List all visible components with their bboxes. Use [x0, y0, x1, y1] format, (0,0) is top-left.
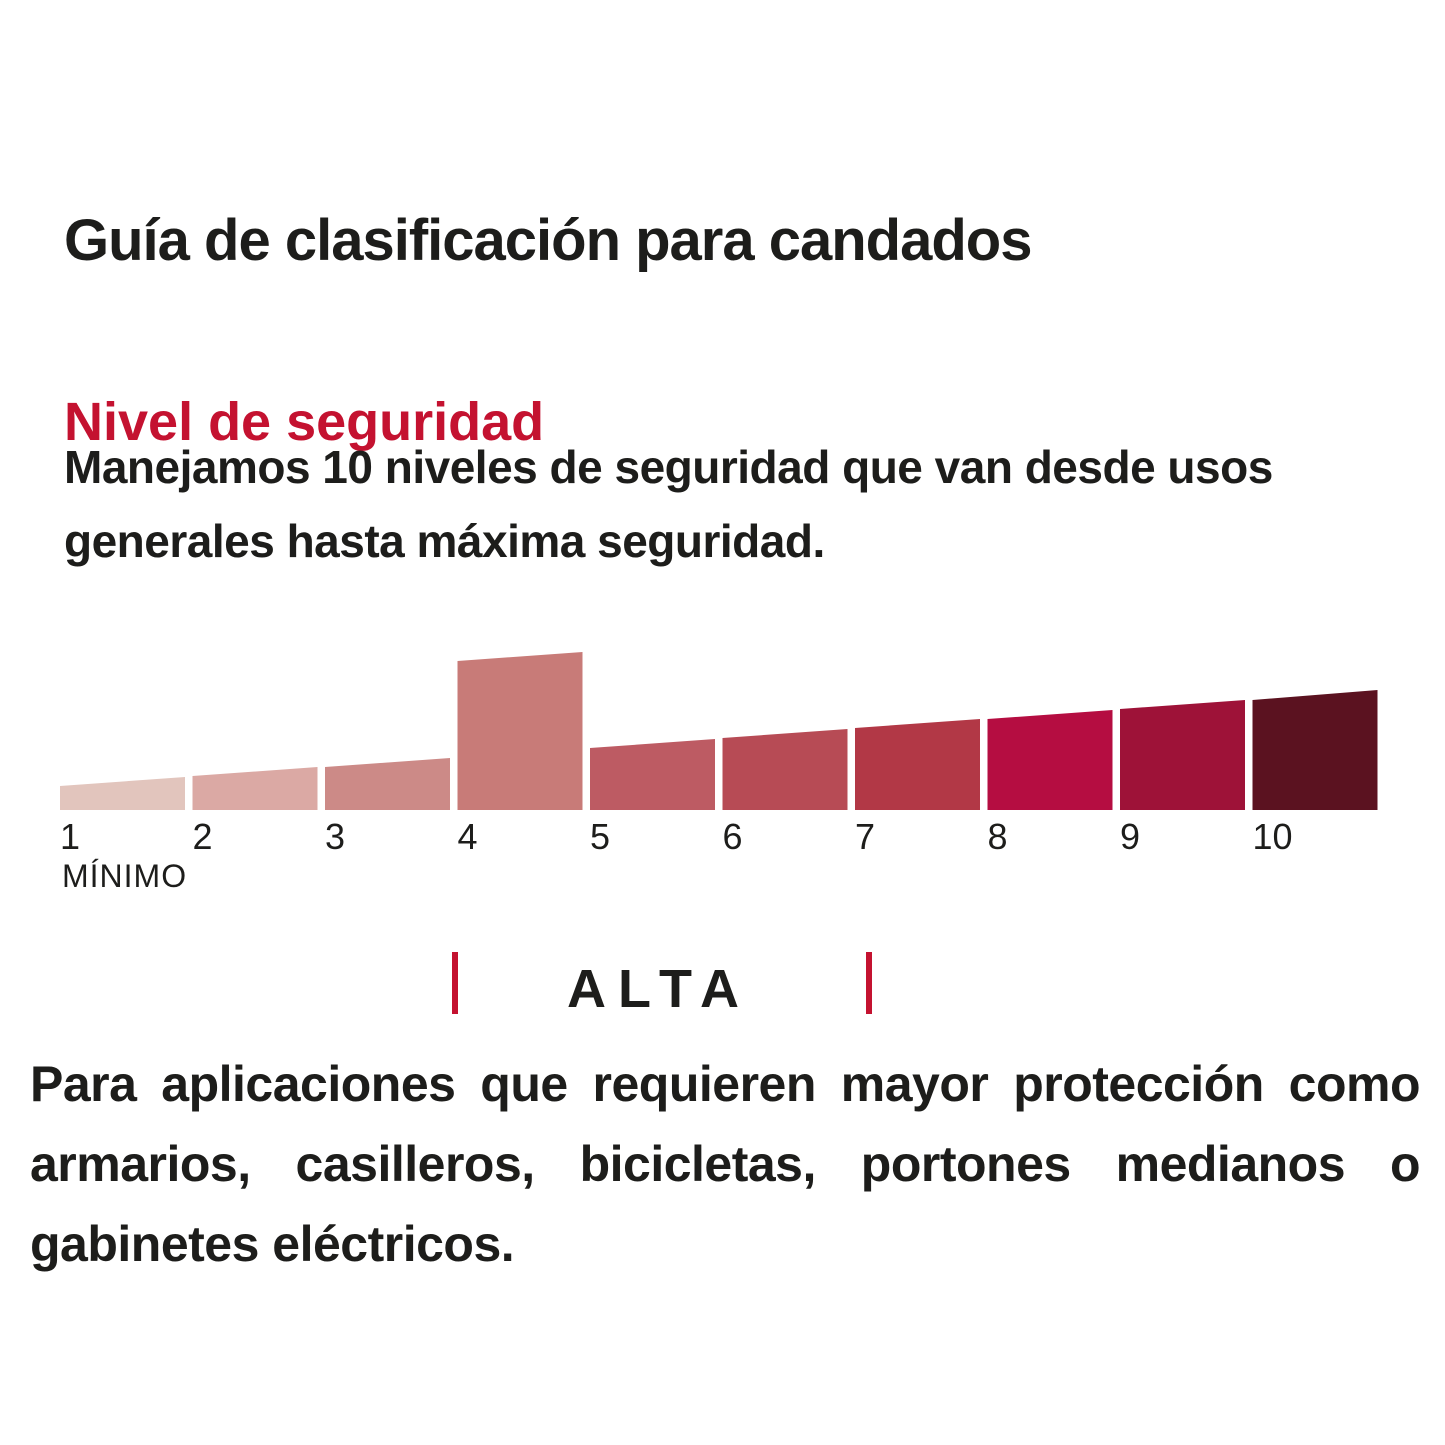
- level-bar-7: [855, 719, 980, 810]
- level-axis-labels: 1 2 3 4 5 6 7 8 9 10: [0, 816, 1445, 866]
- level-bar-6: [722, 729, 848, 810]
- footer-line: armarios, casilleros, bicicletas, porton…: [30, 1136, 1421, 1192]
- description-line: generales hasta máxima seguridad.: [64, 515, 825, 567]
- level-label-8: 8: [987, 816, 1008, 857]
- description-line: Manejamos 10 niveles de seguridad que va…: [64, 441, 1273, 493]
- security-level-chart-svg: [60, 652, 1378, 810]
- level-label-7: 7: [855, 816, 876, 857]
- page-title: Guía de clasificación para candados: [64, 207, 1032, 273]
- security-level-description: Manejamos 10 niveles de seguridad que va…: [64, 430, 1273, 578]
- level-label-4: 4: [457, 816, 478, 857]
- level-label-10: 10: [1252, 816, 1293, 857]
- level-bar-8: [987, 710, 1113, 810]
- range-tick-right: [866, 952, 872, 1014]
- level-bar-5: [590, 739, 715, 810]
- security-level-heading: Nivel de seguridad: [64, 391, 545, 452]
- level-bar-2: [192, 767, 318, 810]
- level-bar-9: [1120, 700, 1245, 810]
- level-bar-10: [1252, 690, 1378, 810]
- level-label-5: 5: [590, 816, 611, 857]
- level-label-6: 6: [722, 816, 743, 857]
- level-label-9: 9: [1120, 816, 1141, 857]
- level-bar-3: [325, 758, 450, 810]
- level-bar-4: [457, 652, 583, 810]
- level-label-1: 1: [60, 816, 81, 857]
- footer-line: Para aplicaciones que requieren mayor pr…: [30, 1056, 1421, 1112]
- level-label-3: 3: [325, 816, 346, 857]
- range-tick-left: [452, 952, 458, 1014]
- minimum-label: MÍNIMO: [62, 858, 188, 894]
- footer-line: gabinetes eléctricos.: [30, 1216, 515, 1272]
- footer-description: Para aplicaciones que requieren mayor pr…: [30, 1044, 1421, 1284]
- alta-range-label: ALTA: [567, 959, 751, 1019]
- level-label-2: 2: [192, 816, 213, 857]
- alta-range-indicator: ALTA: [0, 948, 1445, 1028]
- security-level-chart: [0, 620, 1445, 820]
- level-bar-1: [60, 777, 185, 810]
